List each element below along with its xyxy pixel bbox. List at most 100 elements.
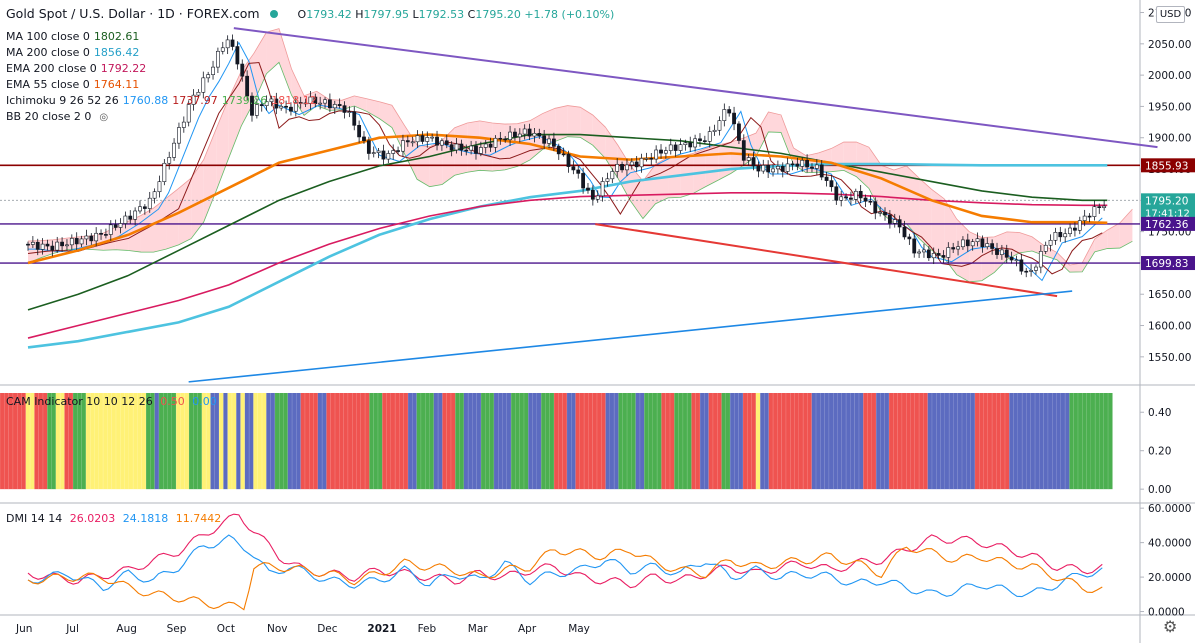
indicator-ichimoku[interactable]: Ichimoku 9 26 52 26 1760.88 1737.97 1739.26… (6, 94, 317, 107)
candle (444, 134, 449, 149)
candle-body (873, 201, 878, 214)
candle (1068, 223, 1072, 237)
cam-bar (841, 393, 847, 490)
candle (425, 131, 430, 148)
candle-body (878, 211, 883, 214)
candle (980, 235, 985, 253)
candle (181, 116, 186, 133)
symbol-title-row[interactable]: Gold Spot / U.S. Dollar · 1D · FOREX.com… (6, 6, 614, 23)
candle-body (347, 111, 352, 113)
candle (118, 218, 123, 234)
cam-bar (390, 393, 396, 490)
candle-body (566, 153, 571, 167)
candle-body (172, 142, 176, 158)
cam-bar (493, 393, 499, 490)
candle-body (678, 144, 683, 151)
cam-bar (983, 393, 988, 490)
candle (810, 163, 814, 173)
currency-button[interactable]: USD (1156, 6, 1185, 23)
cam-bar (51, 393, 57, 490)
candle (751, 151, 756, 171)
ichimoku-cloud-segment (366, 98, 380, 119)
candle-body (795, 163, 800, 167)
candle (1004, 244, 1009, 264)
cam-bar (442, 393, 447, 490)
candle (65, 239, 69, 251)
candle (678, 138, 683, 154)
cam-bar (1017, 393, 1023, 490)
hidden-eye-icon[interactable]: ◎ (99, 112, 109, 123)
indicator-ma100[interactable]: MA 100 close 0 1802.61 (6, 30, 140, 43)
candle-body (420, 135, 425, 142)
dmi-legend[interactable]: DMI 14 14 26.0203 24.1818 11.7442 (6, 512, 222, 525)
candle-body (26, 243, 30, 246)
candle (342, 101, 347, 119)
candle (1077, 216, 1082, 235)
gear-icon[interactable]: ⚙ (1163, 617, 1178, 636)
candle-body (707, 131, 712, 142)
cam-bar (1030, 393, 1036, 490)
candle (620, 161, 624, 173)
candle (873, 197, 878, 220)
indicator-bb[interactable]: BB 20 close 2 0 ◎ (6, 109, 614, 126)
candle (269, 95, 274, 107)
tenkan-line (28, 41, 1103, 282)
cam-bar (429, 393, 434, 490)
candle (439, 138, 444, 151)
y-tick-label: 1900.00 (1148, 133, 1191, 145)
candle (240, 59, 245, 82)
candle (1073, 222, 1077, 237)
cam-bar (455, 393, 460, 490)
cam-bar (416, 393, 422, 490)
candle (702, 135, 707, 145)
candle-body (965, 239, 970, 247)
candle (94, 227, 99, 247)
indicator-ma200[interactable]: MA 200 close 0 1856.42 (6, 46, 140, 59)
cam-legend[interactable]: CAM Indicator 10 10 12 26 0.50 0.00 (6, 395, 217, 408)
cam-bar (901, 393, 907, 490)
candle-body (133, 210, 138, 220)
candle-body (936, 253, 941, 256)
cam-bar (446, 393, 452, 490)
candle-body (371, 152, 376, 154)
cam-bar (98, 393, 104, 490)
candle (722, 103, 727, 127)
candle-body (1034, 266, 1038, 271)
cam-bar (158, 393, 164, 490)
cam-bar (824, 393, 830, 490)
cam-bar (489, 393, 495, 490)
cam-bar (481, 393, 486, 490)
indicator-ema200[interactable]: EMA 200 close 0 1792.22 (6, 62, 147, 75)
cam-bar (734, 393, 739, 490)
candle-body (45, 243, 50, 247)
candle-body (824, 176, 829, 181)
trendline-lower-red (595, 223, 1058, 298)
ichimoku-cloud-segment (354, 95, 367, 112)
cam-bar (957, 393, 963, 490)
indicator-ema55[interactable]: EMA 55 close 0 1764.11 (6, 78, 140, 91)
cam-bar (657, 393, 662, 490)
candle (844, 193, 848, 201)
candle (537, 128, 542, 139)
candle-body (167, 157, 172, 164)
candle (995, 242, 999, 259)
ichimoku-cloud-segment (178, 178, 192, 245)
candle (386, 150, 391, 164)
ichimoku-cloud-segment (1119, 209, 1133, 249)
candle (527, 123, 532, 140)
cam-bar (622, 393, 628, 490)
cam-bar (472, 393, 477, 490)
cam-bar (554, 393, 559, 490)
x-tick-label: Aug (116, 623, 137, 635)
cam-bar (644, 393, 649, 490)
cam-bar (1009, 393, 1014, 490)
cam-bar (884, 393, 890, 490)
symbol-title[interactable]: Gold Spot / U.S. Dollar · 1D · FOREX.com (6, 6, 260, 21)
candle (892, 213, 897, 228)
candle-body (332, 104, 337, 109)
candle-body (313, 96, 318, 104)
series-line-ema-55 (27, 133, 1108, 265)
candle (824, 171, 829, 187)
candle (196, 89, 201, 98)
